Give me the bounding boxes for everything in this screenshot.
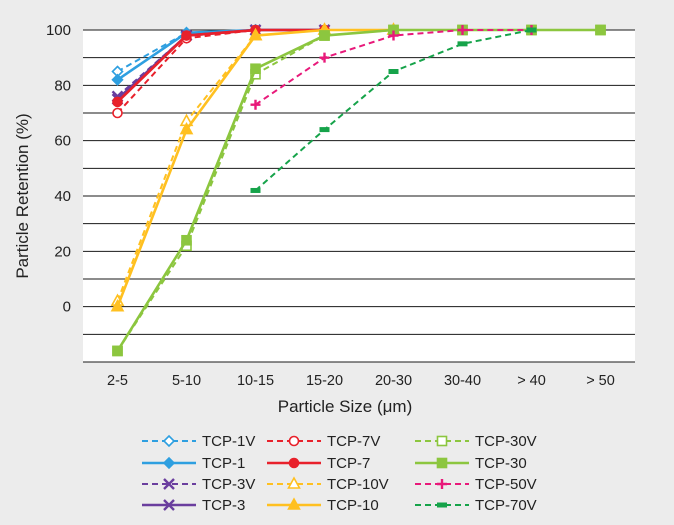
legend-marker bbox=[287, 497, 301, 510]
data-point bbox=[112, 107, 123, 119]
legend-item: TCP-1 bbox=[142, 455, 245, 472]
data-point bbox=[388, 30, 399, 41]
legend-item: TCP-50V bbox=[415, 476, 537, 493]
data-point bbox=[319, 30, 330, 41]
data-point bbox=[595, 24, 606, 36]
data-point bbox=[457, 25, 468, 35]
legend-item: TCP-3 bbox=[142, 497, 245, 514]
legend-item: TCP-1V bbox=[142, 433, 255, 450]
legend-label: TCP-30V bbox=[475, 433, 537, 450]
legend-marker bbox=[162, 456, 176, 470]
x-tick-label: > 50 bbox=[586, 373, 615, 389]
legend-label: TCP-70V bbox=[475, 497, 537, 514]
x-tick-label: 30-40 bbox=[444, 373, 481, 389]
legend-label: TCP-10V bbox=[327, 476, 389, 493]
data-point bbox=[112, 96, 123, 108]
legend-marker bbox=[436, 435, 448, 447]
legend-marker bbox=[436, 457, 448, 469]
legend-item: TCP-30 bbox=[415, 455, 527, 472]
legend-marker bbox=[437, 479, 447, 489]
y-tick-label: 60 bbox=[54, 133, 71, 150]
legend-marker bbox=[288, 457, 300, 469]
data-point bbox=[112, 345, 123, 357]
y-tick-label: 0 bbox=[63, 299, 71, 316]
data-point bbox=[250, 187, 261, 193]
x-tick-label: 20-30 bbox=[375, 373, 412, 389]
legend-label: TCP-7V bbox=[327, 433, 380, 450]
legend-item: TCP-7 bbox=[267, 455, 370, 472]
series-tcp-70v bbox=[250, 27, 537, 193]
x-tick-label: 15-20 bbox=[306, 373, 343, 389]
data-point bbox=[181, 234, 192, 246]
legend-item: TCP-7V bbox=[267, 433, 380, 450]
data-point bbox=[181, 30, 192, 41]
x-tick-label: > 40 bbox=[517, 373, 546, 389]
legend-marker bbox=[287, 476, 301, 489]
legend-marker bbox=[163, 499, 175, 511]
legend-item: TCP-30V bbox=[415, 433, 537, 450]
x-tick-label: 2-5 bbox=[107, 373, 128, 389]
legend-label: TCP-7 bbox=[327, 455, 370, 472]
data-point bbox=[110, 299, 125, 312]
data-point bbox=[319, 52, 330, 63]
y-tick-label: 40 bbox=[54, 188, 71, 205]
x-axis-label: Particle Size (μm) bbox=[278, 397, 412, 416]
legend-label: TCP-3 bbox=[202, 497, 245, 514]
legend-marker bbox=[163, 478, 175, 490]
gridlines bbox=[83, 29, 635, 363]
y-tick-label: 20 bbox=[54, 243, 71, 260]
data-point bbox=[319, 127, 330, 133]
data-point bbox=[248, 27, 263, 41]
legend-item: TCP-70V bbox=[415, 497, 537, 514]
data-point bbox=[250, 63, 261, 75]
legend-label: TCP-1 bbox=[202, 455, 245, 472]
data-point bbox=[457, 41, 468, 47]
data-point bbox=[111, 73, 124, 86]
legend-label: TCP-50V bbox=[475, 476, 537, 493]
legend-label: TCP-1V bbox=[202, 433, 255, 450]
series-line bbox=[116, 28, 325, 103]
legend-marker bbox=[437, 502, 447, 508]
data-point bbox=[179, 121, 194, 135]
legend-label: TCP-10 bbox=[327, 497, 379, 514]
legend: TCP-1V TCP-7V TCP-30V TCP-1 TCP-7 TCP-30 TCP-3… bbox=[142, 433, 537, 514]
legend-item: TCP-10 bbox=[267, 497, 379, 514]
series-group bbox=[110, 22, 606, 357]
data-point bbox=[388, 69, 399, 74]
data-point bbox=[250, 99, 261, 110]
data-point bbox=[526, 27, 537, 33]
legend-item: TCP-10V bbox=[267, 476, 389, 493]
legend-item: TCP-3V bbox=[142, 476, 255, 493]
legend-marker bbox=[288, 435, 300, 447]
x-tick-label: 5-10 bbox=[172, 373, 201, 389]
x-axis-ticks: 2-5 5-10 10-15 15-20 20-30 30-40 > 40 > 50 bbox=[107, 373, 615, 389]
legend-marker bbox=[162, 434, 176, 448]
y-axis-label: Particle Retention (%) bbox=[13, 113, 32, 278]
y-tick-label: 100 bbox=[46, 22, 71, 39]
y-tick-label: 80 bbox=[54, 77, 71, 94]
legend-label: TCP-30 bbox=[475, 455, 527, 472]
y-axis-ticks: 100 80 60 40 20 0 bbox=[46, 22, 71, 316]
x-tick-label: 10-15 bbox=[237, 373, 274, 389]
legend-label: TCP-3V bbox=[202, 476, 255, 493]
